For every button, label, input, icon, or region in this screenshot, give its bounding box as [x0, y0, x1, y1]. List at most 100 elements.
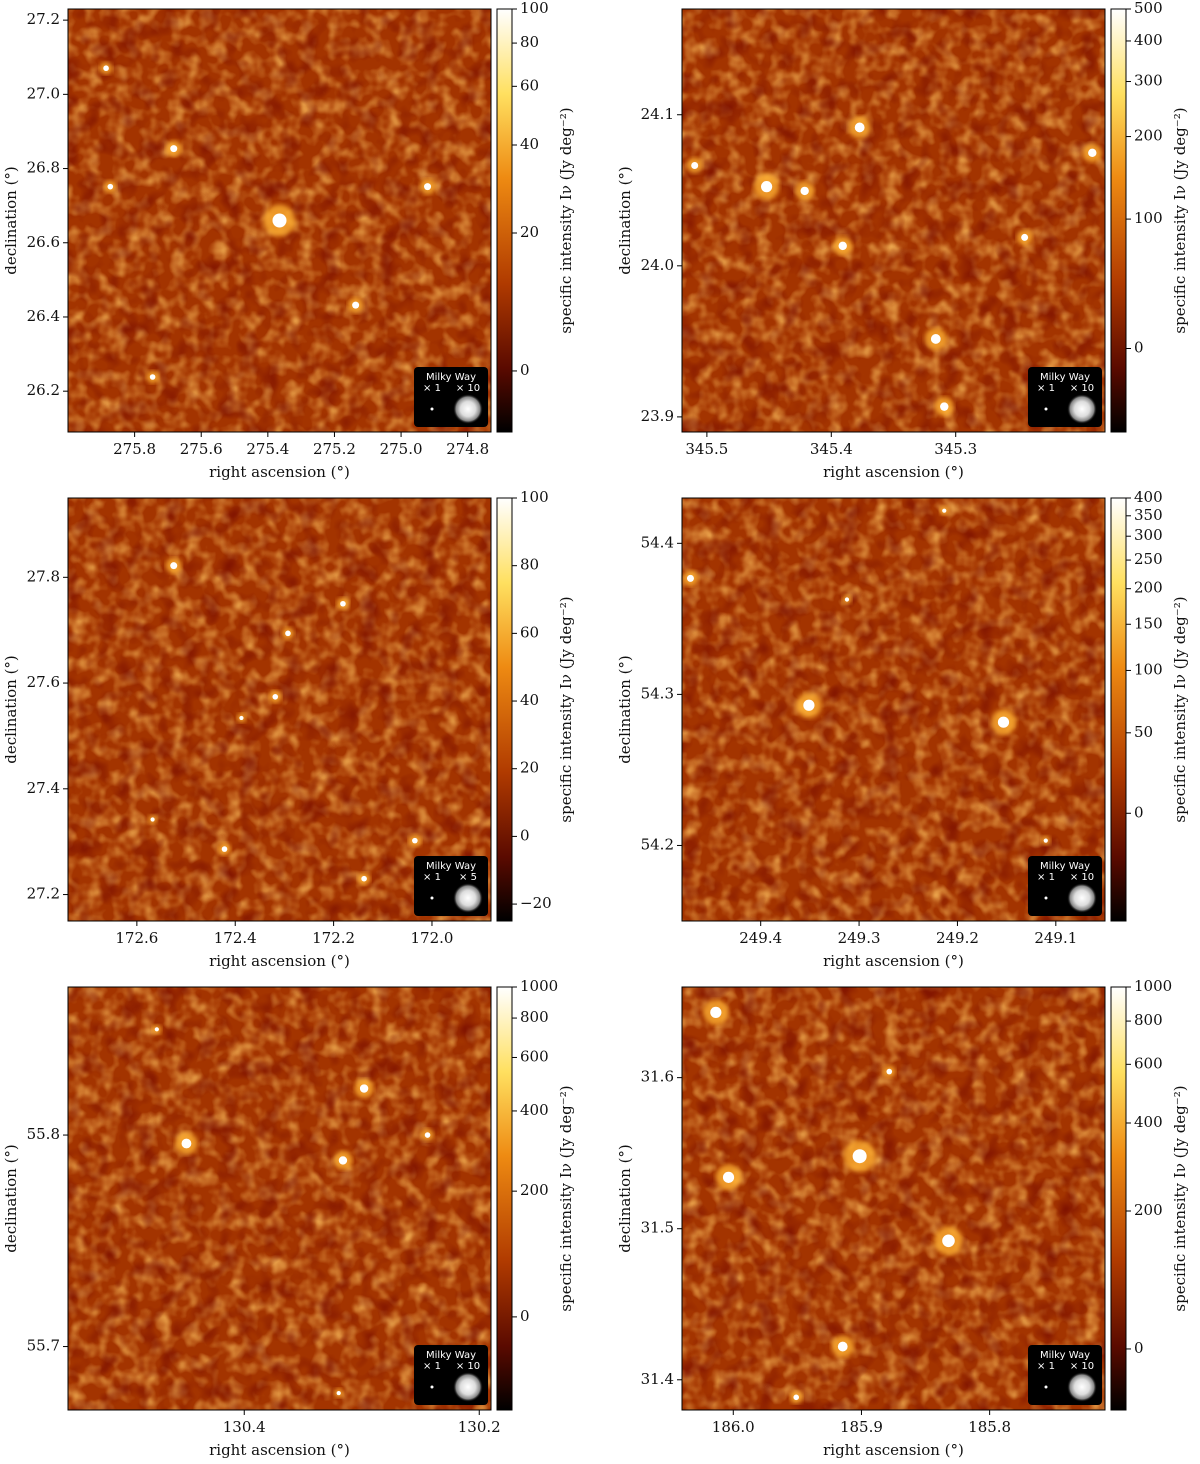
panel: Milky Way× 1 × 10 345.5 345.4 345.3 23.9 24.0 2…	[616, 0, 1189, 481]
colorbar-tick-label: 0	[1134, 803, 1144, 821]
source	[361, 875, 367, 882]
colorbar-tick-label: 400	[1134, 1113, 1163, 1131]
colorbar-tick-label: 20	[520, 759, 539, 777]
source	[1088, 148, 1097, 158]
colorbar-tick-label: 100	[520, 0, 549, 17]
colorbar-tick-label: 300	[1134, 72, 1163, 90]
image-frame	[67, 986, 492, 1411]
source	[170, 562, 178, 570]
y-axis-label: declination (°)	[2, 1144, 20, 1253]
y-tick-label: 27.0	[27, 84, 60, 102]
source	[239, 715, 244, 721]
inset-label: × 10	[1070, 383, 1094, 394]
source	[844, 597, 850, 602]
source	[181, 1138, 192, 1149]
source	[710, 1006, 722, 1018]
x-axis-label: right ascension (°)	[823, 1441, 964, 1459]
colorbar-label: specific intensity Iν (Jy deg⁻²)	[557, 107, 575, 333]
x-axis-label: right ascension (°)	[209, 952, 350, 970]
panel: Milky Way× 1 × 5 172.6 172.4 172.2 172.0 27.2 2…	[2, 488, 575, 970]
colorbar-tick-label: 250	[1134, 550, 1163, 568]
inset-galaxy	[1067, 1372, 1097, 1402]
colorbar-tick-label: 150	[1134, 614, 1163, 632]
source	[1043, 838, 1048, 843]
source	[352, 301, 360, 309]
colorbar-tick-label: 60	[520, 623, 539, 641]
y-tick-label: 55.8	[27, 1125, 60, 1143]
y-tick-label: 31.5	[641, 1219, 674, 1237]
colorbar-tick-label: 200	[1134, 127, 1163, 145]
inset-dot	[1044, 1385, 1048, 1389]
inset-title: Milky Way	[426, 372, 476, 383]
source	[359, 1084, 369, 1093]
inset-title: Milky Way	[1040, 1350, 1090, 1361]
image-frame	[681, 8, 1106, 433]
inset-label: × 1	[1037, 383, 1055, 394]
colorbar-tick-label: 200	[1134, 1201, 1163, 1219]
image-frame	[67, 8, 492, 433]
x-tick-label: 275.6	[180, 440, 223, 458]
source	[940, 402, 949, 411]
source	[150, 817, 155, 822]
y-tick-label: 27.8	[27, 567, 60, 585]
colorbar	[496, 497, 513, 922]
y-tick-label: 54.2	[641, 835, 674, 853]
source	[340, 600, 346, 607]
image-frame	[67, 497, 492, 922]
source	[930, 334, 941, 344]
colorbar-label: specific intensity Iν (Jy deg⁻²)	[1171, 1085, 1189, 1311]
x-tick-label: 130.4	[223, 1418, 266, 1436]
inset-dot	[1044, 896, 1048, 900]
y-tick-label: 26.2	[27, 381, 60, 399]
source	[336, 1390, 341, 1396]
inset-label: × 10	[456, 383, 480, 394]
image-shadow	[682, 987, 1105, 1410]
image-shadow	[68, 498, 491, 921]
colorbar-label: specific intensity Iν (Jy deg⁻²)	[557, 1085, 575, 1311]
inset-galaxy	[1067, 394, 1097, 424]
x-tick-label: 345.3	[934, 440, 977, 458]
y-tick-label: 54.4	[641, 533, 674, 551]
image-shadow	[682, 498, 1105, 921]
colorbar-tick-label: 100	[1134, 660, 1163, 678]
colorbar-tick-label: 400	[1134, 488, 1163, 506]
y-axis-label: declination (°)	[616, 1144, 634, 1253]
colorbar-tick-label: 100	[520, 488, 549, 506]
x-tick-label: 275.2	[313, 440, 356, 458]
colorbar-tick-label: 0	[520, 1307, 530, 1325]
inset-label: × 10	[456, 1361, 480, 1372]
source	[838, 241, 847, 251]
colorbar-tick-label: 0	[520, 826, 530, 844]
source	[761, 181, 773, 193]
colorbar-tick-label: −20	[520, 894, 552, 912]
image-frame	[681, 986, 1106, 1411]
x-tick-label: 275.4	[246, 440, 289, 458]
colorbar-tick-label: 60	[520, 76, 539, 94]
colorbar-label: specific intensity Iν (Jy deg⁻²)	[1171, 107, 1189, 333]
y-tick-label: 26.4	[27, 307, 60, 325]
inset-dot	[430, 1385, 434, 1389]
inset-label: × 1	[1037, 872, 1055, 883]
x-tick-label: 185.8	[968, 1418, 1011, 1436]
source	[149, 374, 156, 380]
colorbar-tick-label: 20	[520, 223, 539, 241]
x-tick-label: 275.0	[380, 440, 423, 458]
source	[1021, 233, 1029, 241]
y-tick-label: 55.7	[27, 1337, 60, 1355]
y-tick-label: 23.9	[641, 407, 674, 425]
inset-title: Milky Way	[1040, 861, 1090, 872]
colorbar-tick-label: 500	[1134, 0, 1163, 17]
panel: Milky Way× 1 × 10 249.4 249.3 249.2 249.1 54.2…	[616, 488, 1189, 970]
colorbar-tick-label: 1000	[520, 977, 558, 995]
x-axis-label: right ascension (°)	[209, 1441, 350, 1459]
colorbar-tick-label: 0	[1134, 1339, 1144, 1357]
source	[424, 1132, 431, 1138]
x-tick-label: 249.2	[936, 929, 979, 947]
inset-label: × 10	[1070, 872, 1094, 883]
source	[852, 1149, 867, 1164]
inset-label: × 1	[1037, 1361, 1055, 1372]
inset-label: × 5	[459, 872, 477, 883]
colorbar-tick-label: 300	[1134, 526, 1163, 544]
source	[285, 630, 291, 637]
inset-dot	[1044, 407, 1048, 411]
